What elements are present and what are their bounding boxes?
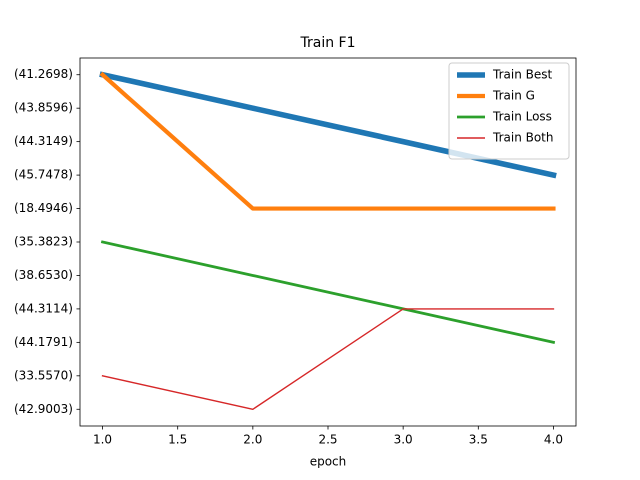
legend-label: Train Loss [492,110,552,124]
x-axis-label: epoch [310,455,347,469]
legend-label: Train G [492,89,535,103]
x-tick-label: 4.0 [544,433,563,447]
y-tick-label: (35.3823) [14,235,73,249]
y-tick-label: (44.3114) [14,301,73,315]
y-tick-label: (38.6530) [14,268,73,282]
y-tick-label: (42.9003) [14,402,73,416]
y-tick-label: (44.1791) [14,335,73,349]
y-tick-label: (44.3149) [14,134,73,148]
x-tick-label: 2.5 [318,433,337,447]
series-line [101,308,555,410]
y-tick-label: (45.7478) [14,168,73,182]
y-tick-label: (18.4946) [14,201,73,215]
y-tick-label: (33.5570) [14,368,73,382]
legend-box [448,62,570,160]
x-tick-label: 3.5 [469,433,488,447]
x-tick-label: 2.0 [243,433,262,447]
legend-label: Train Best [492,68,552,82]
chart-title: Train F1 [299,35,355,51]
series-line [99,71,556,211]
legend-label: Train Both [492,131,554,145]
y-tick-label: (43.8596) [14,101,73,115]
series-line [100,240,556,345]
x-tick-label: 3.0 [394,433,413,447]
x-tick-label: 1.0 [93,433,112,447]
x-tick-label: 1.5 [168,433,187,447]
legend: Train Best Train G Train Loss Train Both [448,62,570,160]
y-tick-label: (41.2698) [14,67,73,81]
